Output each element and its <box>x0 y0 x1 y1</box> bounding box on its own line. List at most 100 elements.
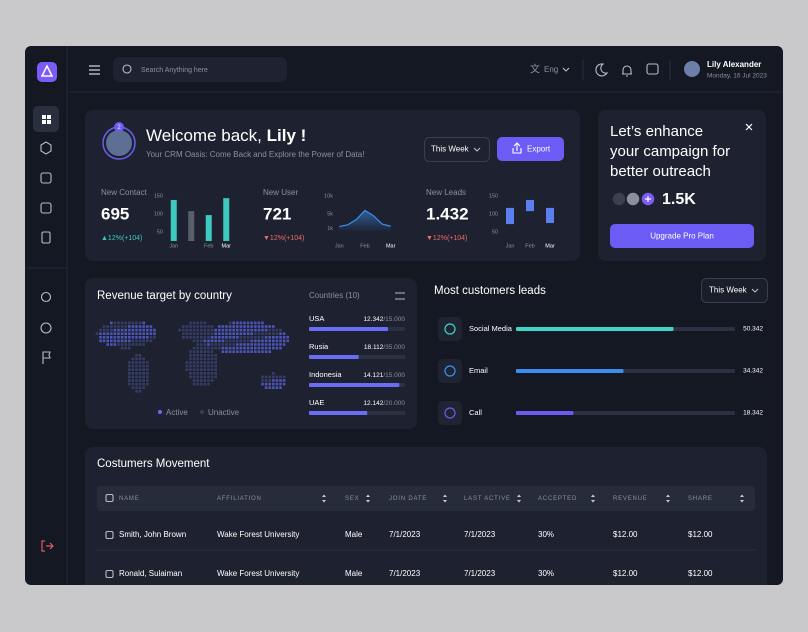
sort-icon[interactable] <box>517 494 521 503</box>
sort-icon[interactable] <box>591 494 595 503</box>
target: /35.000 <box>383 344 405 351</box>
period-select[interactable] <box>701 278 768 303</box>
map-dot <box>203 332 207 335</box>
sort-icon[interactable] <box>322 494 326 503</box>
map-dot <box>210 364 214 368</box>
checkbox[interactable] <box>105 493 114 503</box>
nav-clipboard-icon[interactable] <box>41 231 51 244</box>
map-dot <box>243 321 246 325</box>
area <box>339 210 391 232</box>
map-dot <box>200 332 203 335</box>
map-dot <box>135 336 138 339</box>
map-dot <box>225 346 228 350</box>
map-dot <box>207 379 210 382</box>
sort-icon[interactable] <box>740 494 744 503</box>
translate-icon[interactable]: 文 <box>530 63 540 76</box>
map-dot <box>254 321 257 325</box>
map-dot <box>279 375 282 379</box>
map-dot <box>214 336 217 339</box>
map-dot <box>128 325 131 328</box>
map-dot <box>142 332 145 335</box>
map-dot <box>131 343 135 346</box>
map-dot <box>113 343 117 346</box>
range-bar <box>506 207 514 225</box>
search-box[interactable] <box>113 57 287 82</box>
map-dot <box>268 350 271 353</box>
period-select[interactable] <box>424 137 490 162</box>
map-dot <box>135 382 138 386</box>
map-dot <box>279 332 282 335</box>
map-dot <box>275 336 279 339</box>
upgrade-button[interactable] <box>610 224 754 248</box>
user-avatar[interactable] <box>684 61 700 77</box>
map-dot <box>131 339 135 343</box>
map-dot <box>250 346 253 350</box>
bell-icon[interactable] <box>622 65 632 77</box>
theme-icon[interactable] <box>595 63 609 77</box>
sort-icon[interactable] <box>443 494 447 503</box>
map-dot <box>200 372 203 375</box>
map-dot <box>261 336 264 339</box>
stat-change: ▼12%(+104) <box>263 235 304 242</box>
nav-chart-icon[interactable] <box>40 202 52 214</box>
map-dot <box>210 372 214 375</box>
map-dot <box>225 336 228 339</box>
map-dot <box>135 328 138 332</box>
map-dot <box>135 354 138 357</box>
logout-icon[interactable] <box>41 540 54 552</box>
progress-bar <box>309 327 388 331</box>
logo[interactable] <box>37 62 57 82</box>
menu-icon[interactable] <box>89 65 100 75</box>
map-dot <box>239 343 243 346</box>
map-dot <box>214 357 217 361</box>
map-dot <box>196 325 199 328</box>
progress-bar <box>309 355 359 359</box>
nav-dashboard-icon[interactable] <box>42 115 51 124</box>
sort-icon[interactable] <box>366 494 370 503</box>
map-dot <box>221 346 225 350</box>
map-dot <box>113 332 117 335</box>
map-dot <box>275 332 279 335</box>
map-dot <box>138 332 142 335</box>
x-tick-label: Feb <box>525 243 534 249</box>
user-name: Lily Alexander <box>707 60 761 69</box>
map-dot <box>128 361 131 364</box>
map-dot <box>106 336 109 339</box>
export-button[interactable] <box>497 137 564 161</box>
nav-box-icon[interactable] <box>40 141 52 155</box>
map-dot <box>214 346 217 350</box>
map-dot <box>268 339 271 343</box>
nav-flag-icon[interactable] <box>42 351 51 364</box>
close-icon[interactable] <box>745 123 753 131</box>
y-tick-label: 5k <box>327 211 333 217</box>
map-dot <box>189 357 192 361</box>
nav-info-icon[interactable] <box>40 322 52 334</box>
filter-icon[interactable] <box>395 292 405 300</box>
sort-icon[interactable] <box>666 494 670 503</box>
checkbox[interactable] <box>105 530 114 540</box>
map-dot <box>257 328 261 332</box>
map-dot <box>210 346 214 350</box>
map-dot <box>99 328 102 332</box>
map-dot <box>200 382 203 386</box>
nav-settings-icon[interactable] <box>40 291 52 303</box>
chat-icon[interactable] <box>646 63 659 75</box>
map-dot <box>207 372 210 375</box>
map-dot <box>138 321 142 325</box>
lead-name: Email <box>469 366 488 375</box>
map-dot <box>221 339 225 343</box>
cell: 7/1/2023 <box>389 569 421 578</box>
map-dot <box>254 328 257 332</box>
stat-label: New User <box>263 188 298 197</box>
map-dot <box>246 328 250 332</box>
map-dot <box>214 361 217 364</box>
map-dot <box>272 375 275 379</box>
chevron <box>473 147 481 152</box>
map-dot <box>200 350 203 353</box>
map-dot <box>261 328 264 332</box>
lead-bar <box>516 369 624 373</box>
nav-dollar-icon[interactable] <box>40 172 52 184</box>
checkbox[interactable] <box>105 569 114 579</box>
map-dot <box>239 332 243 335</box>
language[interactable]: Eng <box>544 65 558 74</box>
